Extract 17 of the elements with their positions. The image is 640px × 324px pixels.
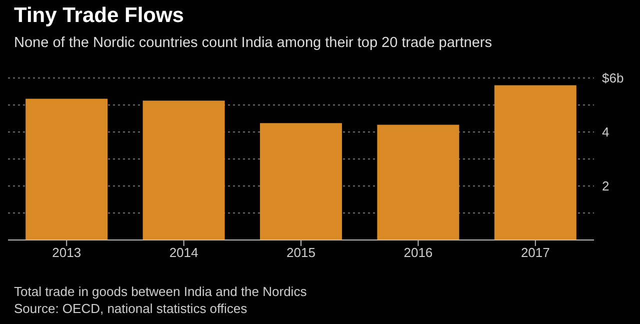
y-tick-label: $6b	[602, 70, 624, 86]
bar	[142, 100, 225, 240]
bar	[260, 123, 342, 240]
bar	[377, 124, 460, 240]
chart-subtitle: None of the Nordic countries count India among their top 20 trade partners	[14, 35, 492, 51]
x-tick-label: 2015	[286, 245, 316, 260]
chart-title: Tiny Trade Flows	[14, 4, 184, 28]
y-tick-label: 2	[602, 178, 610, 194]
x-tick-label: 2016	[404, 245, 433, 260]
source-note: Source: OECD, national statistics offices	[14, 300, 248, 317]
y-tick-label: 4	[602, 124, 610, 140]
x-tick-label: 2014	[169, 245, 198, 260]
bar	[494, 85, 576, 240]
x-tick-label: 2017	[520, 245, 550, 260]
bar	[26, 98, 108, 240]
text: Total trade in goods between India and the Nordics	[14, 283, 307, 300]
x-tick-label: 2013	[52, 245, 82, 260]
